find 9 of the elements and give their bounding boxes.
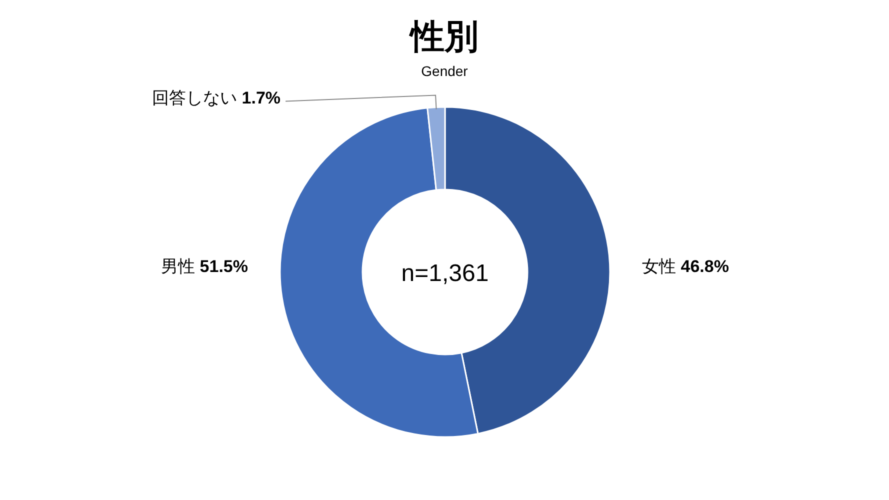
- slice-label: 男性: [161, 257, 200, 276]
- chart-subtitle: Gender: [421, 63, 468, 79]
- slice-label: 回答しない: [152, 88, 242, 108]
- text: n=1,361: [401, 260, 489, 287]
- chart-title: 性別: [408, 18, 478, 56]
- slice-label: 女性: [642, 257, 681, 276]
- data-label: 51.5%: [200, 257, 248, 276]
- data-label: 46.8%: [680, 257, 729, 276]
- data-label: 1.7%: [242, 88, 281, 108]
